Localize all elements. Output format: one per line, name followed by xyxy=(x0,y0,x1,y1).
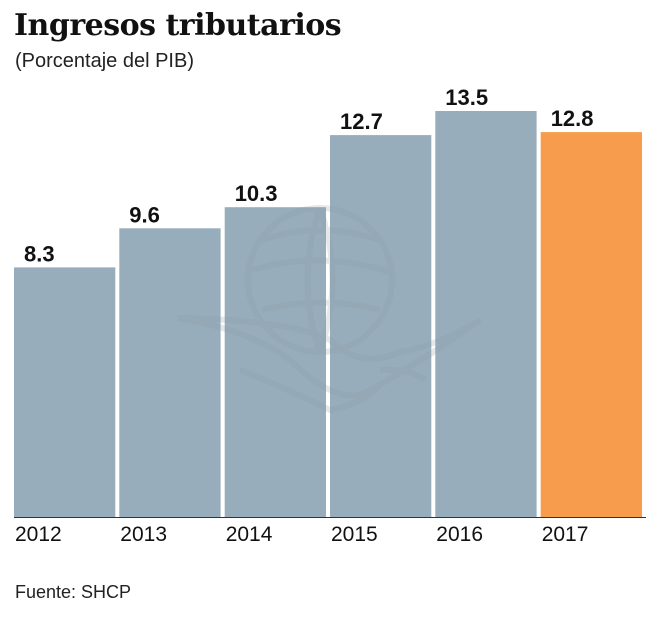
x-tick-label-2016: 2016 xyxy=(436,523,483,546)
chart-title: Ingresos tributarios xyxy=(14,8,342,43)
bar-value-label-2014: 10.3 xyxy=(235,181,278,206)
x-tick-label-2015: 2015 xyxy=(331,523,378,546)
bar-value-label-2015: 12.7 xyxy=(340,109,383,134)
chart-subtitle: (Porcentaje del PIB) xyxy=(15,50,194,72)
bar-value-label-2016: 13.5 xyxy=(445,85,488,110)
bar-2017 xyxy=(540,132,642,517)
bar-2016 xyxy=(435,111,537,517)
bar-value-label-2013: 9.6 xyxy=(129,202,160,227)
x-tick-label-2014: 2014 xyxy=(226,523,273,546)
bar-chart: 8.3 2012 9.6 2013 10.3 2014 12.7 2015 13.5 2016 12… xyxy=(14,85,646,546)
x-tick-label-2017: 2017 xyxy=(542,523,589,546)
eagle-globe-icon xyxy=(177,205,482,414)
x-tick-label-2013: 2013 xyxy=(120,523,167,546)
x-tick-label-2012: 2012 xyxy=(15,523,62,546)
bar-value-label-2012: 8.3 xyxy=(24,241,55,266)
bar-2013 xyxy=(119,228,221,518)
bar-2015 xyxy=(330,135,432,517)
bar-2014 xyxy=(224,207,326,517)
bars-group xyxy=(14,111,642,518)
bar-value-label-2017: 12.8 xyxy=(551,106,594,131)
source-note: Fuente: SHCP xyxy=(15,582,132,602)
labels-group: 8.3 2012 9.6 2013 10.3 2014 12.7 2015 13.5 2016 12… xyxy=(15,85,594,546)
bar-2012 xyxy=(14,267,116,517)
